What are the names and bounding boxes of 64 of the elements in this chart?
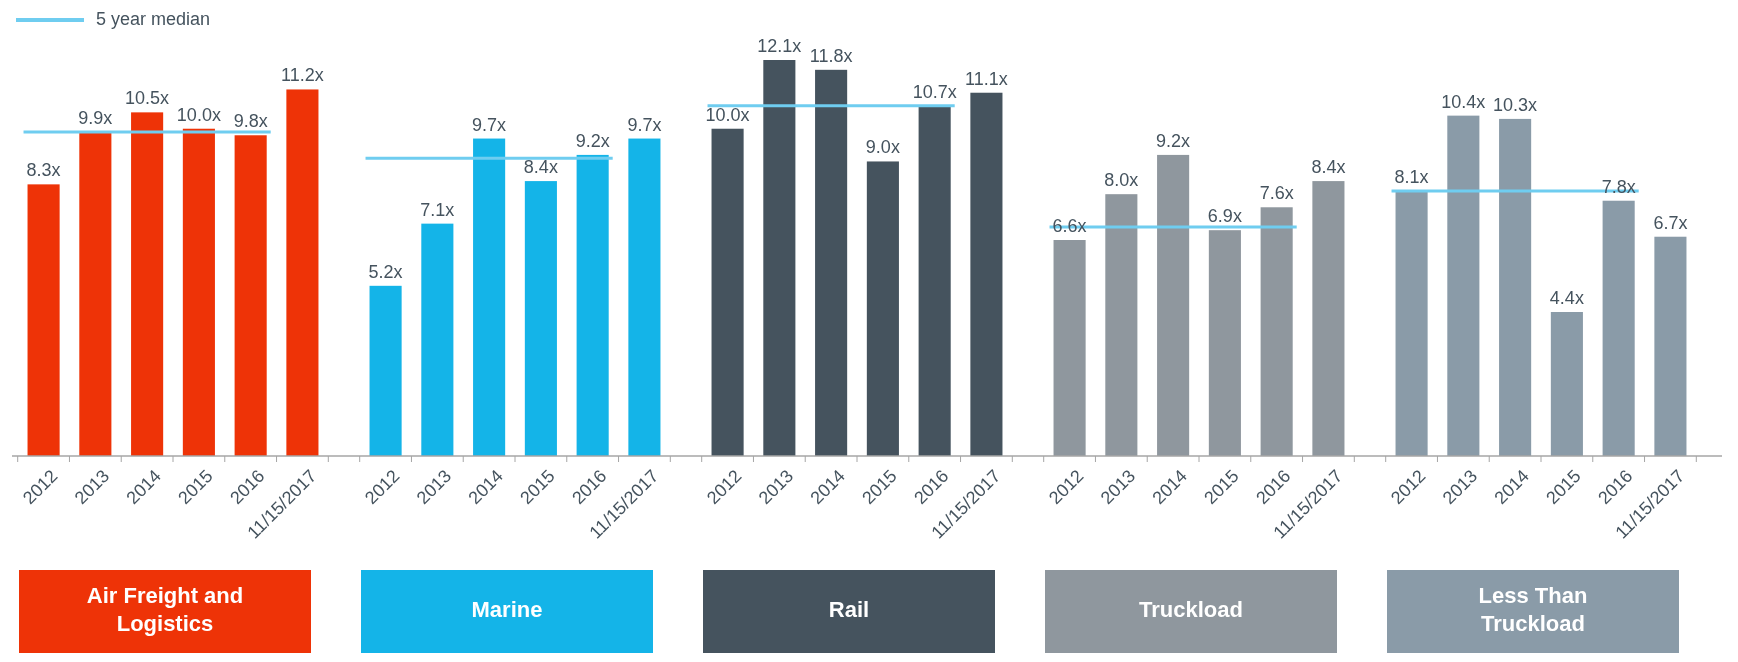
data-label: 6.7x (1653, 212, 1688, 233)
bar (182, 128, 215, 456)
bar (131, 112, 164, 456)
data-label: 9.2x (1156, 130, 1191, 151)
bar (1105, 194, 1138, 456)
data-label: 8.4x (1311, 157, 1346, 178)
bar (815, 69, 848, 456)
bar (27, 184, 60, 456)
data-label: 6.9x (1207, 206, 1242, 227)
data-label: 11.1x (965, 68, 1008, 89)
text: Marine (471, 596, 543, 622)
bar (1260, 207, 1293, 456)
text: Truckload (1139, 596, 1243, 622)
bar (1312, 181, 1345, 456)
bar (970, 92, 1003, 456)
data-label: 8.0x (1104, 170, 1139, 191)
bar (1654, 236, 1687, 456)
data-label: 10.4x (1441, 91, 1486, 112)
bar (1499, 118, 1532, 456)
data-label: 9.8x (233, 111, 268, 132)
data-label: 7.6x (1259, 183, 1294, 204)
data-label: 9.0x (865, 137, 900, 158)
bar (866, 161, 899, 456)
data-label: 9.2x (575, 130, 610, 151)
bar (473, 138, 506, 456)
bar (421, 223, 454, 456)
bar (1053, 240, 1086, 456)
text: Air Freight and Logistics (86, 582, 244, 636)
data-label: 11.8x (809, 45, 853, 66)
data-label: 10.3x (1493, 94, 1538, 115)
data-label: 5.2x (368, 261, 403, 282)
bar (628, 138, 661, 456)
bar (1395, 190, 1428, 456)
text: Rail (828, 596, 870, 622)
bar (918, 105, 951, 456)
data-label: 9.9x (78, 108, 113, 128)
data-label: 10.5x (125, 88, 170, 109)
data-label: 10.0x (176, 104, 221, 125)
bar (234, 135, 267, 456)
text: Less Than Truckload (1478, 582, 1588, 636)
bar (576, 154, 609, 456)
data-label: 10.0x (705, 104, 750, 125)
data-label: 9.7x (627, 114, 662, 135)
data-label: 9.7x (472, 114, 507, 135)
data-label: 10.7x (912, 81, 957, 102)
bar (79, 132, 112, 456)
bar (711, 128, 744, 456)
legend-label: 5 year median (96, 8, 211, 29)
data-label: 8.3x (26, 160, 61, 181)
bar (1157, 154, 1190, 456)
data-label: 4.4x (1549, 288, 1584, 308)
bar (369, 285, 402, 456)
bar (763, 60, 796, 456)
bar (286, 89, 319, 456)
data-label: 7.1x (420, 199, 455, 220)
data-label: 11.2x (281, 65, 324, 86)
bar (1208, 230, 1241, 456)
data-label: 8.4x (523, 157, 558, 178)
data-label: 8.1x (1394, 166, 1429, 187)
bar (1602, 200, 1635, 456)
bar (524, 181, 557, 456)
bar (1447, 115, 1480, 456)
bar (1550, 312, 1583, 456)
data-label: 12.1x (757, 36, 802, 56)
